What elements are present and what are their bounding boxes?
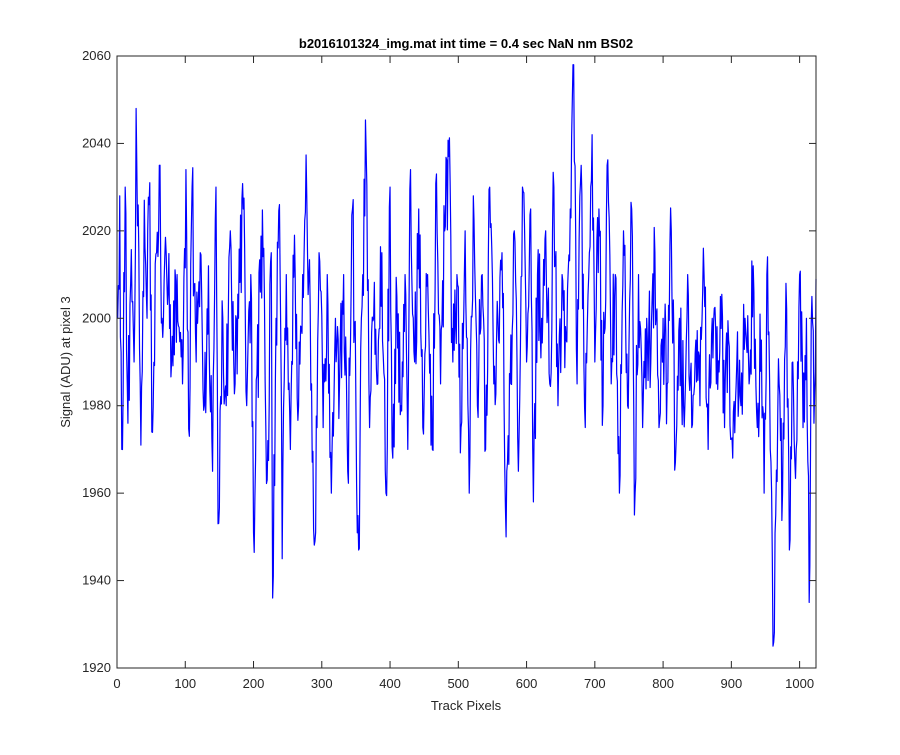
x-tick-label: 200 xyxy=(243,676,265,691)
x-tick-label: 800 xyxy=(652,676,674,691)
x-tick-label: 100 xyxy=(174,676,196,691)
y-tick-label: 1960 xyxy=(82,485,111,500)
x-tick-label: 300 xyxy=(311,676,333,691)
x-tick-label: 400 xyxy=(379,676,401,691)
y-tick-label: 1920 xyxy=(82,660,111,675)
x-axis-label: Track Pixels xyxy=(431,698,502,713)
chart-title: b2016101324_img.mat int time = 0.4 sec N… xyxy=(299,36,633,51)
series-line-0 xyxy=(117,64,817,647)
y-axis-ticks: 1920 1940 1960 1980 2000 2020 2040 2060 xyxy=(82,48,816,675)
x-tick-label: 0 xyxy=(113,676,120,691)
x-axis-ticks: 0 100 200 300 400 500 600 700 800 900 1000 xyxy=(113,56,814,691)
axes-box xyxy=(116,55,817,669)
y-tick-label: 2020 xyxy=(82,223,111,238)
x-tick-label: 1000 xyxy=(785,676,814,691)
y-tick-label: 2040 xyxy=(82,135,111,150)
x-tick-label: 700 xyxy=(584,676,606,691)
y-tick-label: 1940 xyxy=(82,573,111,588)
y-tick-label: 2000 xyxy=(82,310,111,325)
series-layer xyxy=(117,64,817,647)
y-tick-label: 1980 xyxy=(82,398,111,413)
x-tick-label: 500 xyxy=(447,676,469,691)
y-tick-label: 2060 xyxy=(82,48,111,63)
x-tick-label: 900 xyxy=(721,676,743,691)
y-axis-label: Signal (ADU) at pixel 3 xyxy=(58,296,73,428)
x-tick-label: 600 xyxy=(516,676,538,691)
